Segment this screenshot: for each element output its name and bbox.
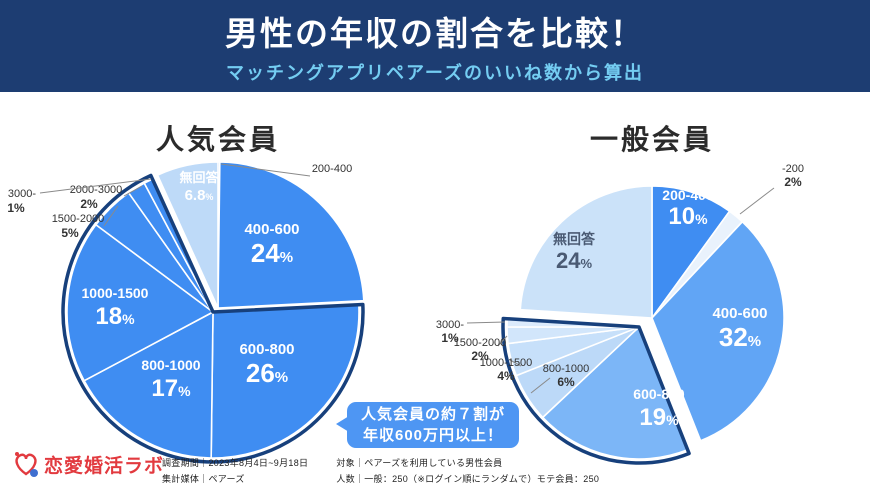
leader-line [466,321,506,324]
leader-line [103,205,119,227]
slice-percent: 1% [441,331,459,345]
slice-percent: 6% [557,375,575,389]
pie-slice-200-400 [651,185,731,321]
slice-label: 800-1000 [543,363,590,375]
leader-line [509,359,522,367]
slice-percent: 6.8% [185,187,214,204]
leader-line [530,377,551,394]
pie-slice-400-600 [651,220,785,442]
pie-slice-無回答 [519,185,653,319]
slice-label: 1000-1500 [82,285,149,301]
slice-label: 400-600 [244,221,299,238]
slice-percent: 19% [639,404,679,431]
leader-line [39,178,152,194]
leader-line [497,335,508,347]
highlight-outline [61,173,365,464]
slice-label: 1500-2000 [52,213,105,225]
slice-label: 3000- [8,188,36,200]
footnote-col-1: 調査期間｜2023年8月4日~9月18日 集計媒体｜ペアーズ [162,456,308,485]
page-title: 男性の年収の割合を比較！ [225,15,645,52]
slice-label: 800-1000 [141,357,200,373]
page-subtitle: マッチングアプリペアーズのいいね数から算出 [225,63,645,83]
callout-line1: 人気会員の約７割が [360,406,505,423]
slice-percent: 2% [471,349,489,363]
brand-logo: 恋愛婚活ラボ [12,448,164,480]
slice-percent: 5% [61,226,79,240]
slice-percent: 1% [7,201,25,215]
pie-slice-600-800 [210,303,360,459]
callout-tail [336,416,349,432]
footnote-line: 人数｜一般：250（※ログイン順にランダムで）モテ会員：250 [336,474,600,484]
footnote-line: 対象｜ペアーズを利用している男性会員 [336,458,503,468]
right-chart-title: 一般会員 [589,124,714,155]
leader-line [739,187,775,215]
footnote-line: 調査期間｜2023年8月4日~9月18日 [162,458,309,468]
slice-label: 2000-3000 [70,184,123,196]
callout-line2: 年収600万円以上！ [362,427,504,444]
footnotes: 調査期間｜2023年8月4日~9月18日 集計媒体｜ペアーズ 対象｜ペアーズを利… [162,456,599,485]
slice-label: 無回答 [179,170,219,185]
slice-label: 200-400 [662,187,714,203]
leader-line [220,163,311,177]
slice-label: 600-800 [633,386,685,402]
callout-bubble: 人気会員の約７割が 年収600万円以上！ [336,402,519,448]
slice-label: 1500-2000 [454,337,507,349]
leader-line [123,185,143,197]
left-chart-title: 人気会員 [155,124,280,155]
highlight-outline [501,316,691,465]
slice-percent: 2% [784,175,802,189]
footnote-col-2: 対象｜ペアーズを利用している男性会員 人数｜一般：250（※ログイン順にランダム… [336,456,599,485]
slice-label: 無回答 [553,231,596,247]
slice-label: 3000- [436,319,464,331]
header-banner: 男性の年収の割合を比較！ マッチングアプリペアーズのいいね数から算出 [0,0,870,92]
slice-percent: 2% [80,197,98,211]
pie-slice-400-600 [217,161,365,309]
pie-slice-1000-1500 [66,223,215,382]
logo-text: 恋愛婚活ラボ [44,455,165,477]
slice-label: 600-800 [239,341,294,358]
pie-slice-800-1000 [83,310,214,459]
logo-icon [15,452,38,477]
footnote-line: 集計媒体｜ペアーズ [162,474,245,484]
slice-label: 1000-1500 [480,357,533,369]
slice-label: 400-600 [712,305,767,322]
pie-slice-無回答 [156,161,219,309]
slice-percent: 4% [497,369,515,383]
slice-label: 200-400 [312,163,352,175]
slice-label: -200 [782,163,804,175]
slice-percent: 18% [95,303,135,330]
